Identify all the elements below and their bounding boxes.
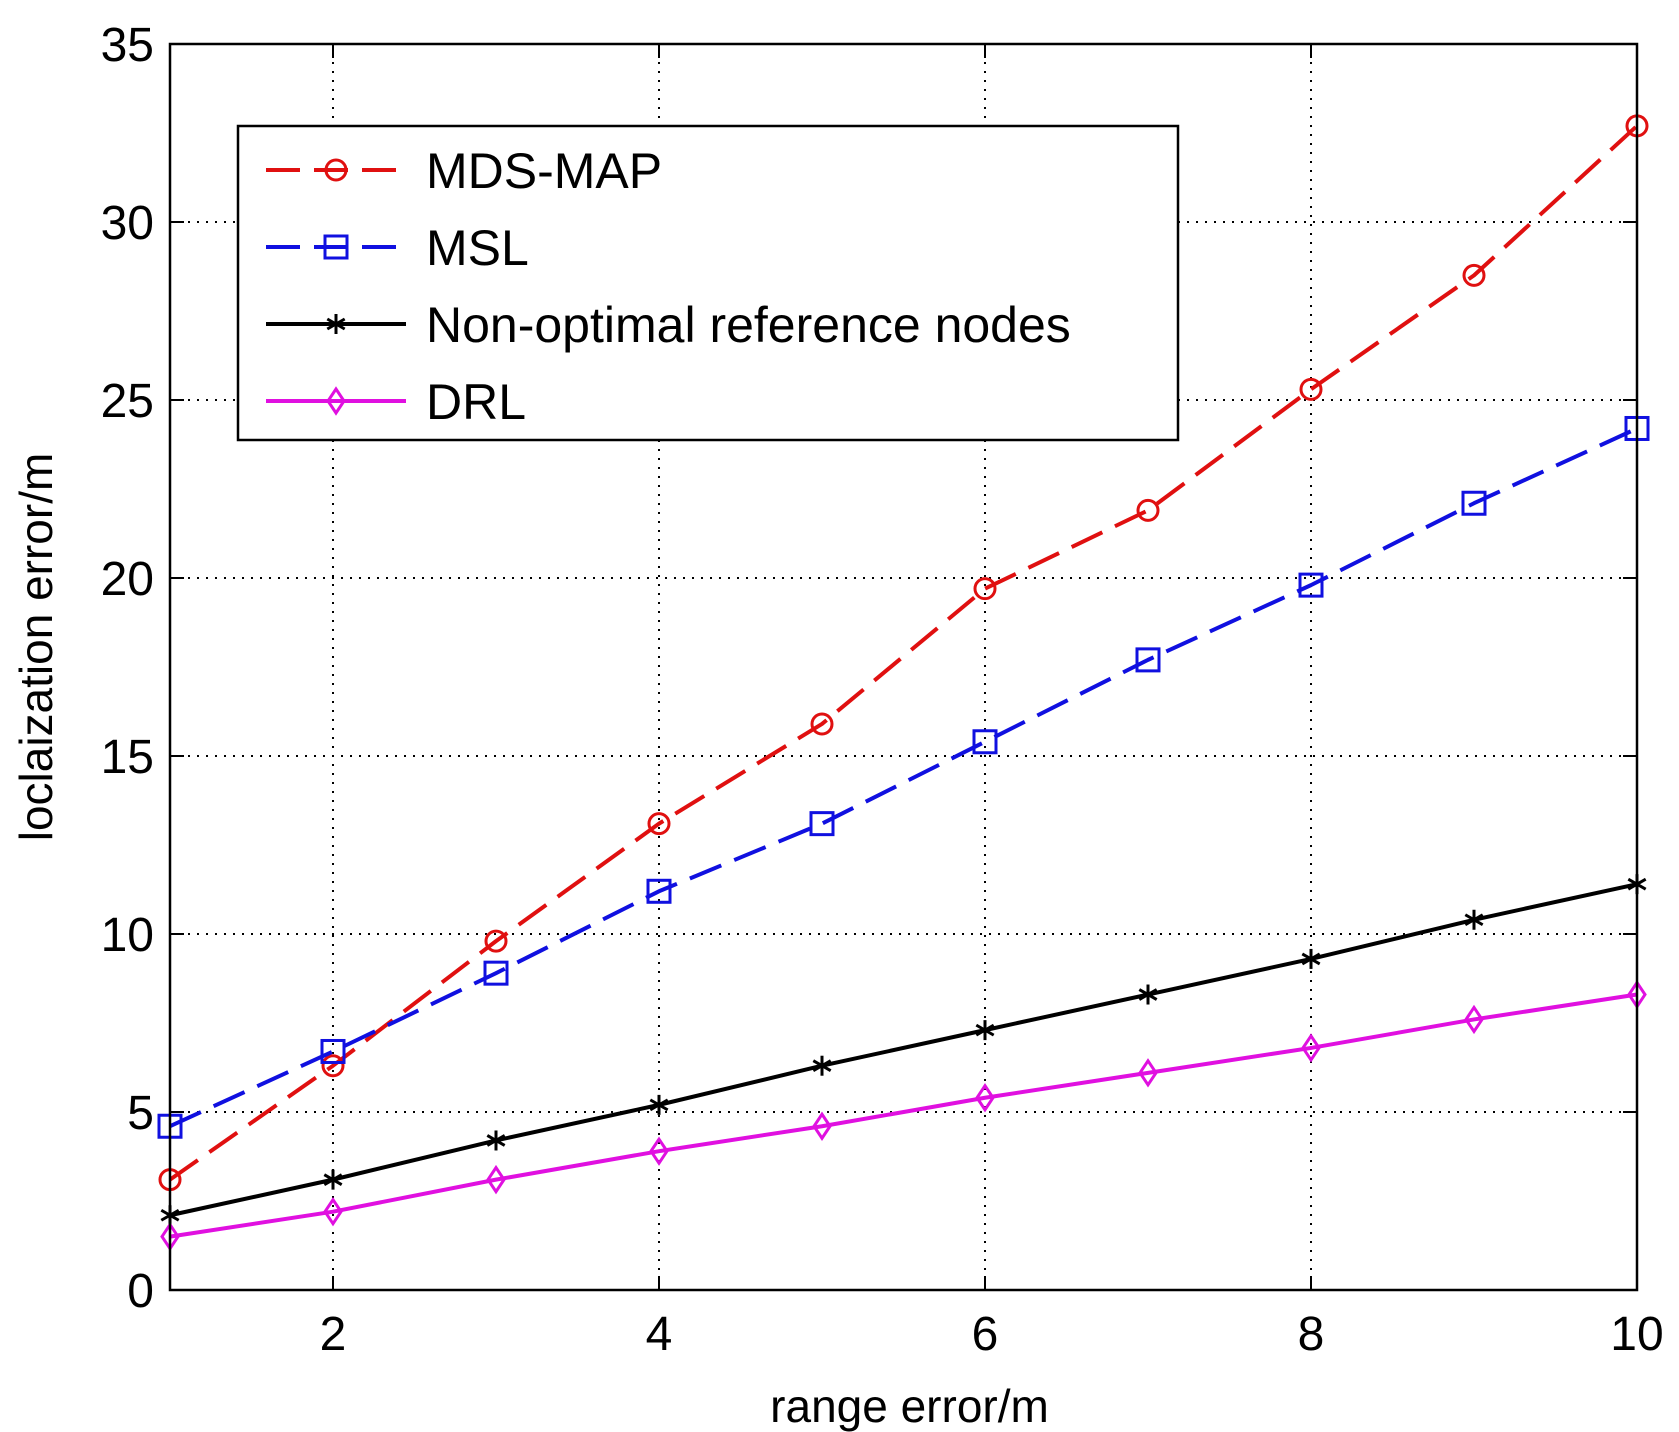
data-point-circle	[810, 712, 834, 736]
data-point-star	[323, 1169, 343, 1190]
series-line	[169, 882, 1638, 1218]
data-point-square	[809, 811, 835, 837]
data-point-square	[483, 960, 509, 986]
data-point-square	[646, 878, 672, 904]
data-point-star	[1301, 948, 1321, 969]
x-tick-label: 2	[320, 1308, 347, 1361]
data-point-star	[1464, 909, 1484, 930]
data-point-square	[320, 1038, 346, 1064]
series-msl	[157, 415, 1650, 1139]
tick-layer: 2 4 6 8 10 0 5 10 15 20 25 30 35	[101, 19, 1664, 1361]
x-tick-label: 8	[1298, 1308, 1325, 1361]
series-layer	[157, 114, 1650, 1252]
legend-label: Non-optimal reference nodes	[426, 297, 1071, 353]
y-tick-label: 35	[101, 19, 154, 72]
legend-marker-diamond	[326, 386, 346, 416]
y-tick-label: 30	[101, 197, 154, 250]
plot-frame	[168, 42, 1639, 1292]
legend-label: MSL	[426, 220, 529, 276]
data-point-star	[486, 1130, 506, 1151]
legend-label: MDS-MAP	[426, 143, 662, 199]
data-point-circle	[321, 1054, 345, 1078]
y-tick-label: 5	[127, 1087, 154, 1140]
series-line	[169, 426, 1638, 1129]
data-point-circle	[484, 929, 508, 953]
y-tick-label: 0	[127, 1265, 154, 1318]
data-point-square	[1298, 572, 1324, 598]
series-drl	[160, 979, 1647, 1252]
data-point-star	[649, 1094, 669, 1115]
legend-marker-square	[323, 234, 349, 260]
x-tick-label: 4	[646, 1308, 673, 1361]
y-tick-label: 10	[101, 909, 154, 962]
data-point-diamond	[1138, 1058, 1158, 1088]
y-tick-label: 25	[101, 375, 154, 428]
data-point-square	[972, 729, 998, 755]
legend-marker-circle	[324, 158, 348, 182]
data-point-diamond	[649, 1136, 669, 1166]
data-point-diamond	[1464, 1004, 1484, 1035]
data-point-star	[1138, 984, 1158, 1005]
series-line	[168, 124, 1639, 1182]
data-point-diamond	[323, 1196, 343, 1227]
data-point-circle	[1299, 377, 1323, 401]
data-point-star	[975, 1020, 995, 1041]
legend-marker-star	[326, 314, 346, 334]
data-point-circle	[1462, 263, 1486, 287]
data-point-diamond	[975, 1083, 995, 1113]
data-point-diamond	[1301, 1033, 1321, 1063]
x-tick-label: 6	[972, 1308, 999, 1361]
x-tick-label: 10	[1610, 1308, 1663, 1361]
x-axis-label: range error/m	[770, 1380, 1049, 1432]
series-line	[169, 992, 1638, 1239]
data-point-square	[1135, 647, 1161, 673]
legend-label: DRL	[426, 374, 526, 430]
data-point-circle	[647, 812, 671, 836]
legend-box	[236, 124, 1180, 442]
y-tick-label: 15	[101, 731, 154, 784]
data-point-diamond	[812, 1111, 832, 1141]
data-point-diamond	[486, 1164, 506, 1195]
data-point-circle	[973, 577, 997, 601]
y-tick-label: 20	[101, 553, 154, 606]
data-point-circle	[1136, 498, 1160, 522]
data-point-star	[812, 1055, 832, 1076]
legend: MDS-MAP MSL Non-optimal reference nodes DRL	[236, 124, 1180, 442]
y-axis-label: loclaization error/m	[10, 453, 62, 842]
data-point-square	[1461, 490, 1487, 516]
